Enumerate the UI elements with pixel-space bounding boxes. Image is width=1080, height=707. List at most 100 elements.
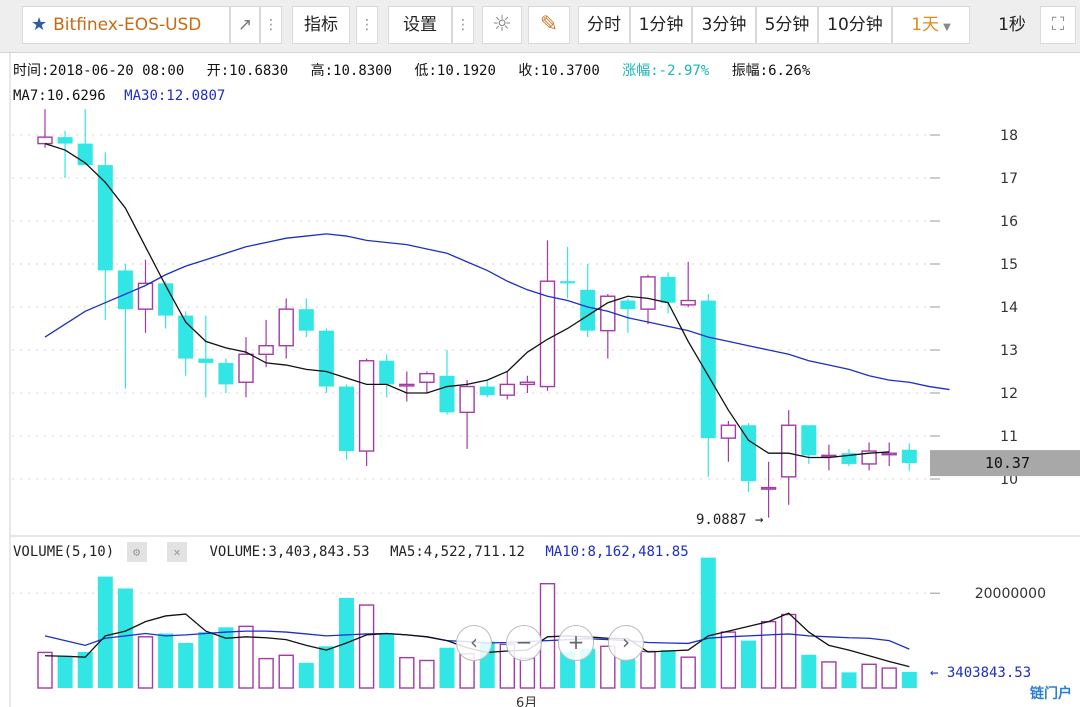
- settings-button[interactable]: 设置: [388, 6, 452, 44]
- symbol-selector[interactable]: ★ Bitfinex-EOS-USD: [22, 6, 230, 44]
- period-3min[interactable]: 3分钟: [692, 6, 756, 44]
- x-axis-label: 6月: [516, 696, 537, 707]
- indicators-button[interactable]: 指标: [292, 6, 350, 44]
- info-time: 时间:2018-06-20 08:00: [13, 63, 185, 79]
- candle-body: [620, 300, 636, 310]
- star-icon[interactable]: ★: [31, 14, 48, 35]
- toolbar: ★ Bitfinex-EOS-USD ↗ ⋮ 指标 ⋮ 设置 ⋮ ☼ ✎ 分时 1…: [0, 0, 1080, 53]
- candle-body: [238, 353, 254, 383]
- candle-body: [459, 385, 475, 414]
- volume-bar: [620, 659, 636, 688]
- volume-bar: [821, 661, 837, 689]
- y-tick-label: 14: [1000, 300, 1018, 316]
- candle-body: [379, 360, 395, 385]
- volume-bar: [178, 642, 194, 688]
- volume-bar: [700, 557, 716, 688]
- candle-body: [499, 383, 515, 396]
- volume-ma5: MA5:4,522,711.12: [390, 544, 525, 560]
- volume-bar: [841, 672, 857, 688]
- indicators-menu-dots-icon[interactable]: ⋮: [356, 6, 378, 44]
- current-price-label: 10.37: [985, 454, 1030, 472]
- y-tick-label: 13: [1000, 343, 1018, 359]
- theme-icon[interactable]: ☼: [482, 6, 522, 44]
- volume-bar: [539, 583, 556, 689]
- candle-body: [720, 424, 737, 439]
- info-amplitude: 振幅:6.26%: [731, 63, 811, 79]
- watermark-logo: 链门户: [1030, 686, 1072, 702]
- y-tick-label: 17: [1000, 171, 1018, 187]
- period-fenshi[interactable]: 分时: [578, 6, 630, 44]
- ma-info: MA7:10.6296 MA30:12.0807: [13, 88, 225, 104]
- candle-body: [358, 360, 375, 452]
- volume-bar: [198, 632, 214, 688]
- y-tick-label: 15: [1000, 257, 1018, 273]
- candle-body: [158, 283, 174, 316]
- chevron-down-icon: ▼: [943, 22, 951, 33]
- candle-body: [841, 453, 857, 464]
- ma30-label: MA30:12.0807: [124, 88, 226, 104]
- volume-bar: [238, 625, 254, 689]
- settings-menu-dots-icon[interactable]: ⋮: [452, 6, 474, 44]
- symbol-label: Bitfinex-EOS-USD: [53, 15, 202, 35]
- volume-bar: [258, 657, 274, 689]
- candle-body: [278, 308, 294, 347]
- info-change: 涨幅:-2.97%: [622, 63, 710, 79]
- y-tick-label: 18: [1000, 128, 1018, 144]
- candle-body: [539, 280, 556, 388]
- external-link-icon[interactable]: ↗: [230, 6, 260, 44]
- min-price-label: 9.0887 →: [696, 512, 763, 528]
- volume-bar: [37, 651, 53, 689]
- volume-bar: [419, 659, 435, 689]
- candle-body: [399, 383, 415, 387]
- period-1min[interactable]: 1分钟: [630, 6, 692, 44]
- volume-bar: [77, 651, 93, 688]
- close-icon[interactable]: ✕: [167, 542, 188, 562]
- period-1day-dropdown[interactable]: 1天 ▼: [892, 6, 970, 44]
- candle-body: [479, 386, 495, 396]
- y-tick-label: 11: [1000, 429, 1018, 445]
- volume-bar: [901, 671, 917, 688]
- refresh-interval[interactable]: 1秒: [998, 15, 1026, 35]
- pan-right-icon[interactable]: ›: [608, 625, 644, 661]
- candle-body: [760, 486, 777, 490]
- candle-body: [519, 381, 536, 386]
- candle-body: [419, 372, 435, 383]
- candle-body: [77, 143, 93, 166]
- candle-body: [741, 425, 756, 482]
- volume-bar: [358, 604, 375, 689]
- volume-bar: [519, 657, 536, 689]
- period-10min[interactable]: 10分钟: [818, 6, 892, 44]
- volume-last-label: ← 3403843.53: [930, 665, 1031, 681]
- volume-bar: [117, 588, 133, 688]
- info-high: 高:10.8300: [310, 63, 393, 79]
- y-tick-label: 12: [1000, 386, 1018, 402]
- candle-body: [861, 450, 877, 465]
- candle-body: [37, 136, 53, 145]
- candle-body: [117, 270, 133, 310]
- fullscreen-icon[interactable]: ⛶: [1040, 6, 1076, 44]
- period-5min[interactable]: 5分钟: [756, 6, 818, 44]
- candle-body: [298, 309, 314, 331]
- info-low: 低:10.1920: [414, 63, 496, 79]
- candle-body: [339, 386, 354, 452]
- gear-icon[interactable]: ⚙: [126, 542, 147, 562]
- candle-body: [560, 281, 576, 284]
- ma7-line: [44, 142, 890, 459]
- symbol-menu-dots-icon[interactable]: ⋮: [260, 6, 282, 44]
- volume-bar: [720, 631, 737, 689]
- candle-body: [57, 137, 73, 144]
- volume-bar: [57, 655, 73, 688]
- candle-body: [901, 449, 917, 464]
- candle-body: [439, 375, 455, 413]
- pan-left-icon[interactable]: ‹: [456, 625, 492, 661]
- volume-value: VOLUME:3,403,843.53: [209, 544, 370, 560]
- info-open: 开:10.6830: [206, 63, 289, 79]
- candle-body: [680, 299, 696, 306]
- zoom-out-icon[interactable]: −: [506, 625, 542, 661]
- zoom-in-icon[interactable]: +: [558, 625, 594, 661]
- y-tick-label: 16: [1000, 214, 1018, 230]
- ma7-label: MA7:10.6296: [13, 88, 106, 104]
- volume-bar: [861, 663, 877, 689]
- draw-pencil-icon[interactable]: ✎: [528, 6, 570, 44]
